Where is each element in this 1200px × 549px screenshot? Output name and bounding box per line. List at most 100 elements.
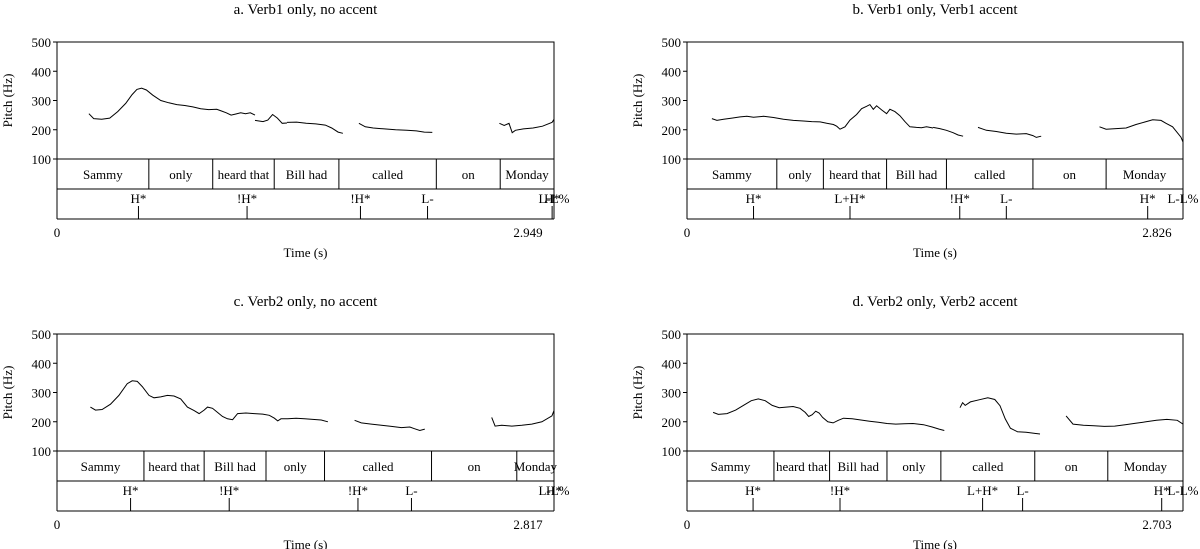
tone-label: !H*	[830, 483, 850, 498]
word-label: called	[974, 167, 1006, 182]
word-tier	[686, 158, 1184, 190]
y-tick-label: 500	[32, 327, 52, 342]
word-label: Sammy	[83, 167, 123, 182]
word-label: on	[468, 459, 482, 474]
word-label: Sammy	[711, 459, 751, 474]
pitch-plot-frame	[686, 41, 1184, 160]
pitch-trace	[959, 397, 1041, 435]
tone-label: H*	[123, 483, 139, 498]
word-label: only	[284, 459, 308, 474]
word-label: Bill had	[214, 459, 256, 474]
y-tick-label: 500	[662, 35, 682, 50]
word-label: Monday	[1123, 167, 1167, 182]
tone-label: !H*	[219, 483, 239, 498]
tone-label: H*	[544, 191, 560, 206]
y-tick-label: 200	[662, 415, 682, 430]
tone-label: H*	[546, 483, 562, 498]
x-tick-label: 2.826	[1142, 225, 1172, 240]
y-tick-label: 300	[32, 386, 52, 401]
y-tick-label: 200	[662, 123, 682, 138]
word-tier	[686, 450, 1184, 482]
word-tier	[56, 450, 555, 482]
tone-label: L-L%	[1167, 191, 1198, 206]
word-label: called	[972, 459, 1004, 474]
pitch-trace	[254, 113, 288, 124]
y-tick-label: 500	[32, 35, 52, 50]
word-label: on	[462, 167, 476, 182]
y-tick-label: 100	[662, 152, 682, 167]
tone-label: H*	[1154, 483, 1170, 498]
y-tick-label: 300	[662, 94, 682, 109]
y-axis-label: Pitch (Hz)	[630, 74, 645, 128]
y-tick-label: 200	[32, 415, 52, 430]
tone-label: L+H*	[834, 191, 865, 206]
tone-label: !H*	[237, 191, 257, 206]
tone-label: L-	[1016, 483, 1028, 498]
chart-title: b. Verb1 only, Verb1 accent	[852, 2, 1018, 18]
tone-label: H*	[745, 483, 761, 498]
word-label: Bill had	[896, 167, 938, 182]
tone-label: L+H*	[967, 483, 998, 498]
word-label: heard that	[218, 167, 270, 182]
word-label: on	[1065, 459, 1079, 474]
pitch-trace	[1099, 119, 1184, 145]
word-label: Bill had	[286, 167, 328, 182]
y-tick-label: 100	[32, 444, 52, 459]
x-tick-label: 0	[54, 517, 61, 532]
y-axis-label: Pitch (Hz)	[0, 74, 15, 128]
chart-title: a. Verb1 only, no accent	[234, 2, 379, 18]
y-tick-label: 500	[662, 327, 682, 342]
x-tick-label: 2.703	[1142, 517, 1171, 532]
x-axis-label: Time (s)	[284, 537, 328, 549]
word-label: only	[169, 167, 193, 182]
pitch-trace	[491, 408, 555, 437]
word-label: Sammy	[81, 459, 121, 474]
tone-label: !H*	[350, 191, 370, 206]
word-label: called	[362, 459, 394, 474]
tone-label: !H*	[950, 191, 970, 206]
tone-label: L-	[421, 191, 433, 206]
tone-label: L-L%	[1167, 483, 1198, 498]
y-tick-label: 200	[32, 123, 52, 138]
word-label: heard that	[148, 459, 200, 474]
pitch-trace	[977, 126, 1042, 138]
tone-label: H*	[746, 191, 762, 206]
pitch-trace	[933, 126, 964, 137]
x-tick-label: 2.817	[513, 517, 543, 532]
tone-label: H*	[131, 191, 147, 206]
x-axis-label: Time (s)	[284, 245, 328, 260]
pitch-trace	[286, 121, 344, 134]
panel-b: b. Verb1 only, Verb1 accent 500 400 300 200 1…	[630, 2, 1199, 260]
word-label: Monday	[514, 459, 558, 474]
y-tick-label: 400	[662, 64, 682, 79]
panel-a: a. Verb1 only, no accent 500 400 300 200 100 P…	[0, 2, 570, 260]
word-label: heard that	[776, 459, 828, 474]
y-tick-label: 400	[32, 64, 52, 79]
pitch-trace	[499, 117, 555, 144]
word-label: only	[902, 459, 926, 474]
chart-title: d. Verb2 only, Verb2 accent	[852, 294, 1018, 310]
y-tick-label: 300	[32, 94, 52, 109]
tone-label: L-L%	[538, 483, 569, 498]
y-axis-label: Pitch (Hz)	[0, 366, 15, 420]
x-tick-label: 0	[684, 225, 691, 240]
word-label: Bill had	[838, 459, 880, 474]
x-tick-label: 2.949	[513, 225, 542, 240]
word-label: Monday	[505, 167, 549, 182]
pitch-trace	[88, 87, 256, 120]
panel-d: d. Verb2 only, Verb2 accent 500 400 300 200 1…	[630, 294, 1199, 549]
tone-label: L-L%	[538, 191, 569, 206]
word-label: only	[789, 167, 813, 182]
pitch-plot-frame	[686, 333, 1184, 452]
pitch-trace	[354, 419, 425, 432]
y-tick-label: 100	[662, 444, 682, 459]
y-tick-label: 100	[32, 152, 52, 167]
pitch-trace	[712, 398, 945, 431]
x-axis-label: Time (s)	[913, 245, 957, 260]
word-label: called	[372, 167, 404, 182]
pitch-trace	[1065, 415, 1184, 438]
y-tick-label: 400	[32, 356, 52, 371]
tone-label: !H*	[348, 483, 368, 498]
tone-label: L-	[405, 483, 417, 498]
